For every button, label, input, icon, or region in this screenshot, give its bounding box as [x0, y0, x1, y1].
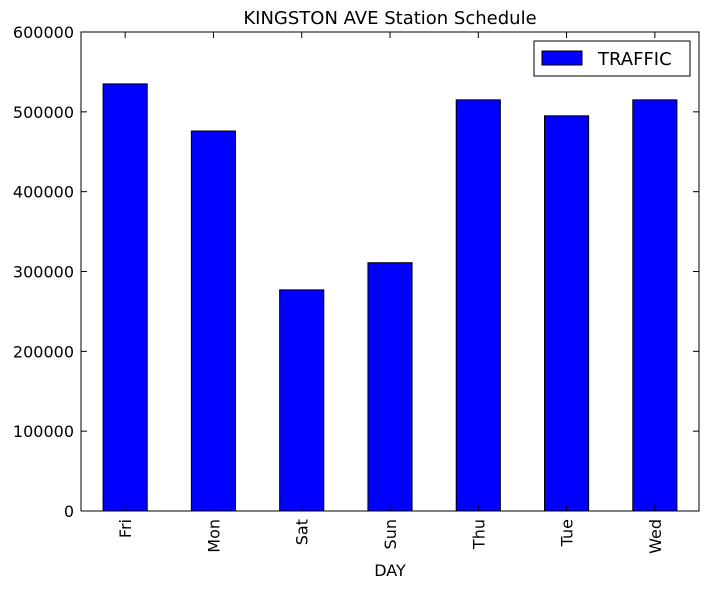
y-tick-label: 500000 [13, 103, 74, 122]
x-tick-label-sat: Sat [293, 519, 312, 545]
bars [102, 83, 678, 512]
x-tick-label-mon: Mon [204, 519, 223, 553]
y-tick-label: 200000 [13, 342, 74, 361]
bar-mon [190, 130, 237, 512]
y-axis-ticks: 0 100000 200000 300000 400000 500000 600000 [13, 23, 699, 521]
y-tick-label: 400000 [13, 183, 74, 202]
x-axis-label: DAY [374, 561, 406, 580]
x-tick-label-fri: Fri [116, 519, 135, 538]
bar-tue [544, 115, 590, 512]
y-tick-label: 0 [64, 502, 74, 521]
legend-swatch [541, 50, 583, 66]
bar-wed [632, 99, 678, 512]
y-tick-label: 300000 [13, 263, 74, 282]
legend: TRAFFIC [533, 40, 691, 77]
bar-thu [455, 99, 501, 512]
x-tick-label-sun: Sun [381, 519, 400, 549]
y-tick-label: 600000 [13, 23, 74, 42]
legend-label: TRAFFIC [597, 49, 672, 70]
bar-sun [367, 262, 413, 512]
bar-sat [279, 289, 325, 512]
x-tick-label-thu: Thu [469, 519, 488, 550]
bar-fri [102, 83, 148, 512]
plot-frame [80, 31, 700, 512]
x-tick-label-tue: Tue [558, 519, 577, 547]
x-axis-ticks: Fri Mon Sat Sun Thu Tue Wed [116, 32, 665, 554]
x-tick-label-wed: Wed [646, 519, 665, 554]
chart-title: KINGSTON AVE Station Schedule [243, 8, 536, 29]
y-tick-label: 100000 [13, 422, 74, 441]
